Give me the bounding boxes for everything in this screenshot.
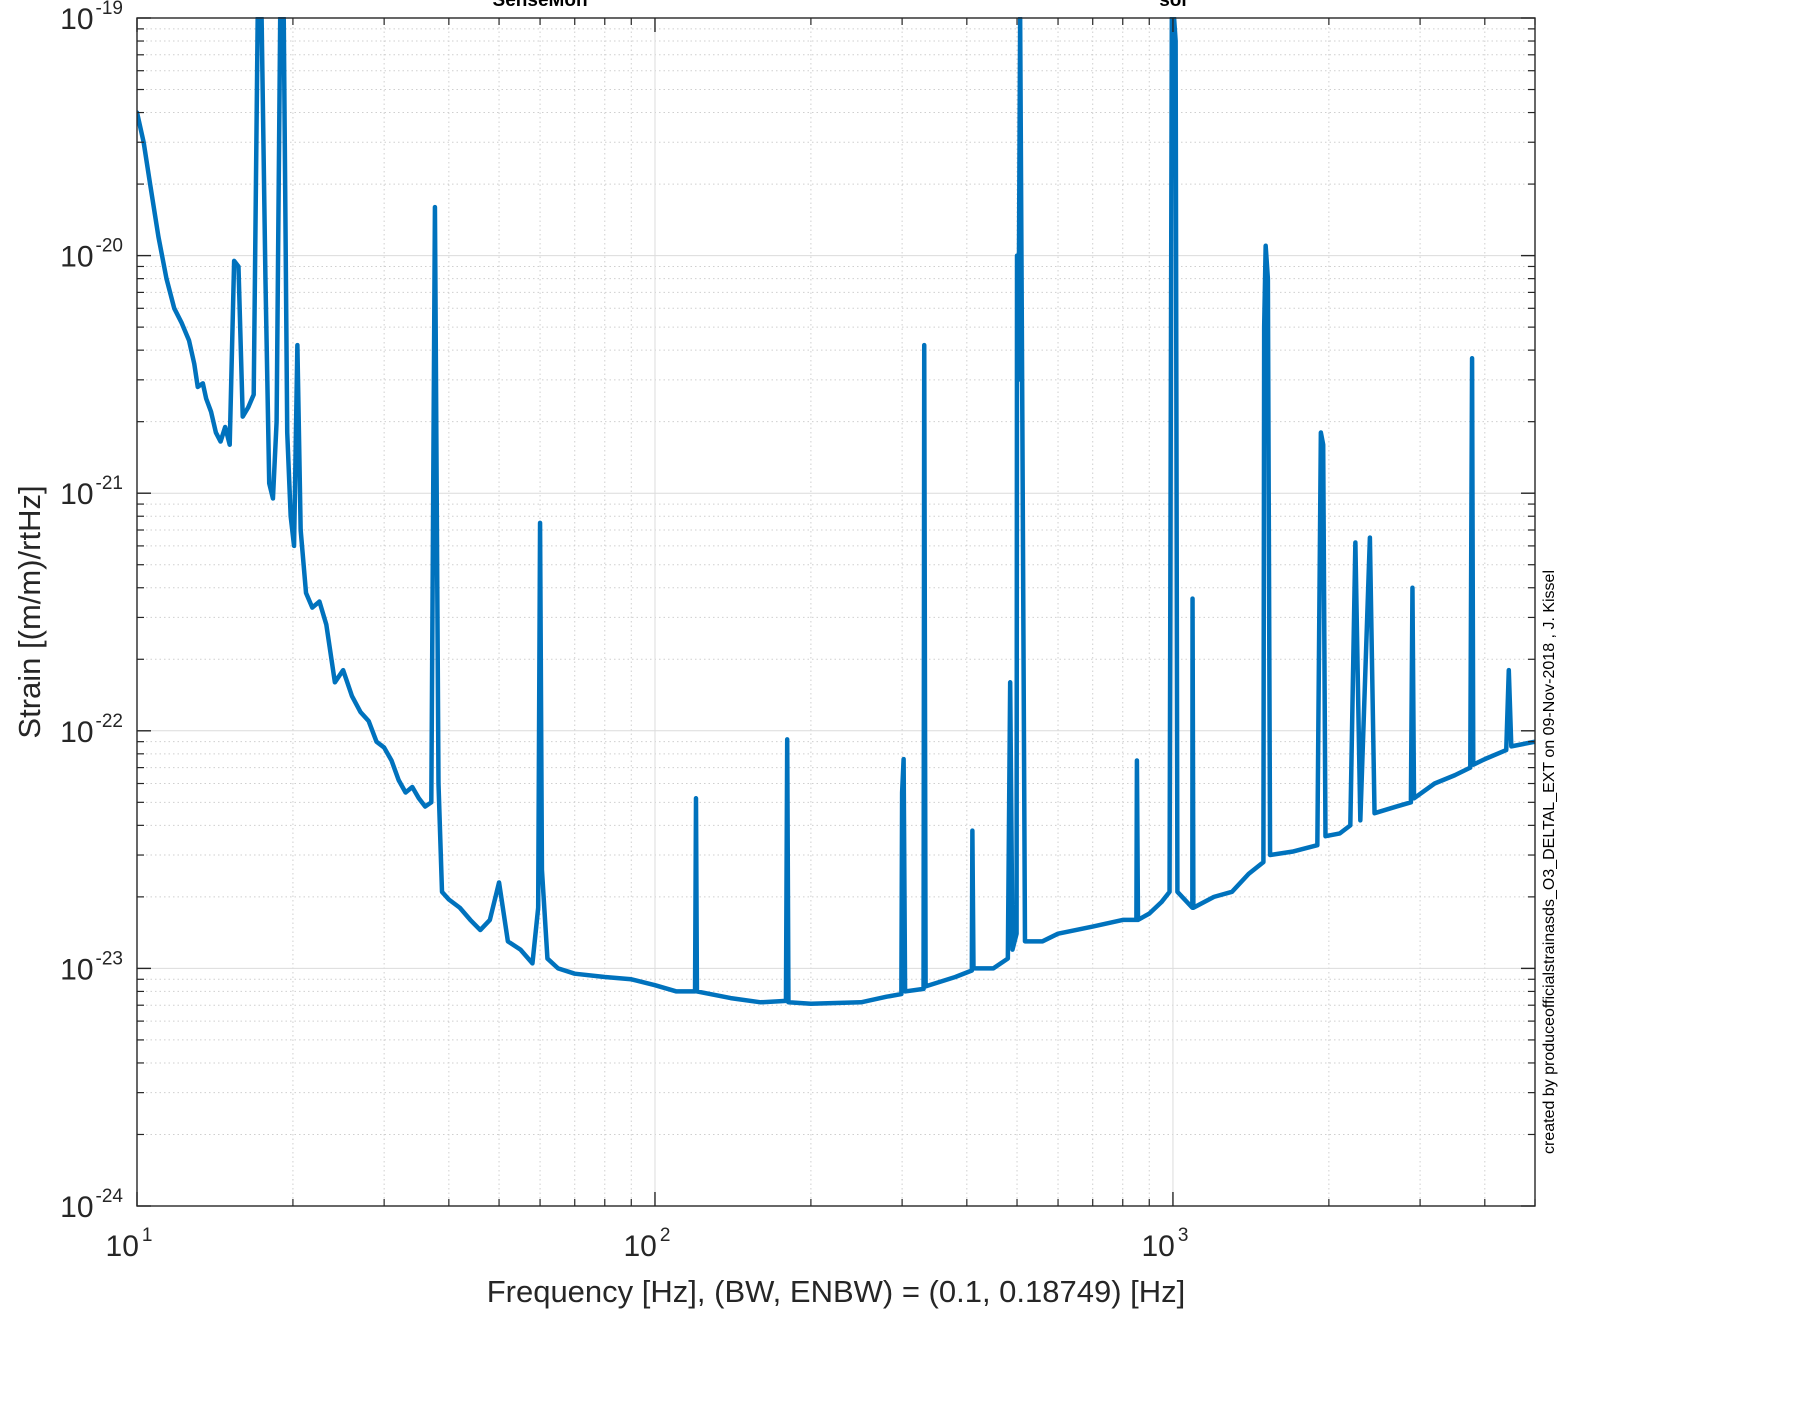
top-labels: SenseMon sol bbox=[493, 0, 1187, 11]
credit-annotation: created by produceofficialstrainasds_O3_… bbox=[1541, 570, 1558, 1154]
x-axis-title: Frequency [Hz], (BW, ENBW) = (0.1, 0.187… bbox=[487, 1274, 1186, 1309]
y-tick-label: 10 -23 bbox=[60, 948, 123, 986]
y-tick-base: 10 bbox=[60, 3, 93, 36]
y-tick-exponent: -23 bbox=[96, 948, 123, 969]
y-tick-base: 10 bbox=[60, 1191, 93, 1224]
series-line-0 bbox=[137, 17, 1535, 1006]
top-label: SenseMon bbox=[493, 0, 588, 11]
y-tick-label: 10 -20 bbox=[60, 236, 123, 274]
x-tick-label: 10 2 bbox=[623, 1225, 670, 1263]
y-tick-base: 10 bbox=[60, 716, 93, 749]
y-tick-exponent: -20 bbox=[96, 236, 123, 257]
top-label: sol bbox=[1159, 0, 1186, 11]
series-layer bbox=[137, 17, 1535, 1006]
y-tick-exponent: -19 bbox=[96, 0, 123, 19]
x-tick-base: 10 bbox=[1141, 1230, 1174, 1263]
y-tick-label: 10 -19 bbox=[60, 0, 123, 36]
y-tick-exponent: -21 bbox=[96, 473, 123, 494]
x-tick-label: 10 1 bbox=[106, 1225, 153, 1263]
x-tick-exponent: 2 bbox=[660, 1225, 671, 1246]
y-tick-base: 10 bbox=[60, 478, 93, 511]
x-tick-exponent: 3 bbox=[1178, 1225, 1189, 1246]
y-tick-label: 10 -21 bbox=[60, 473, 123, 511]
x-tick-label: 10 3 bbox=[1141, 1225, 1188, 1263]
x-tick-labels: 10 1 10 2 10 3 bbox=[106, 1225, 1189, 1263]
x-tick-base: 10 bbox=[623, 1230, 656, 1263]
y-tick-label: 10 -22 bbox=[60, 711, 123, 749]
tick-marks bbox=[136, 17, 1536, 1207]
y-tick-exponent: -24 bbox=[96, 1186, 124, 1207]
y-axis-title: Strain [(m/m)/rtHz] bbox=[12, 485, 47, 738]
y-tick-label: 10 -24 bbox=[60, 1186, 123, 1224]
plot-area bbox=[136, 17, 1536, 1207]
x-tick-exponent: 1 bbox=[142, 1225, 153, 1246]
minor-grid bbox=[137, 18, 1536, 1206]
axes-box bbox=[136, 17, 1536, 1207]
axes-background bbox=[137, 18, 1535, 1206]
y-tick-base: 10 bbox=[60, 953, 93, 986]
y-tick-base: 10 bbox=[60, 241, 93, 274]
y-tick-exponent: -22 bbox=[96, 711, 123, 732]
x-tick-base: 10 bbox=[106, 1230, 139, 1263]
